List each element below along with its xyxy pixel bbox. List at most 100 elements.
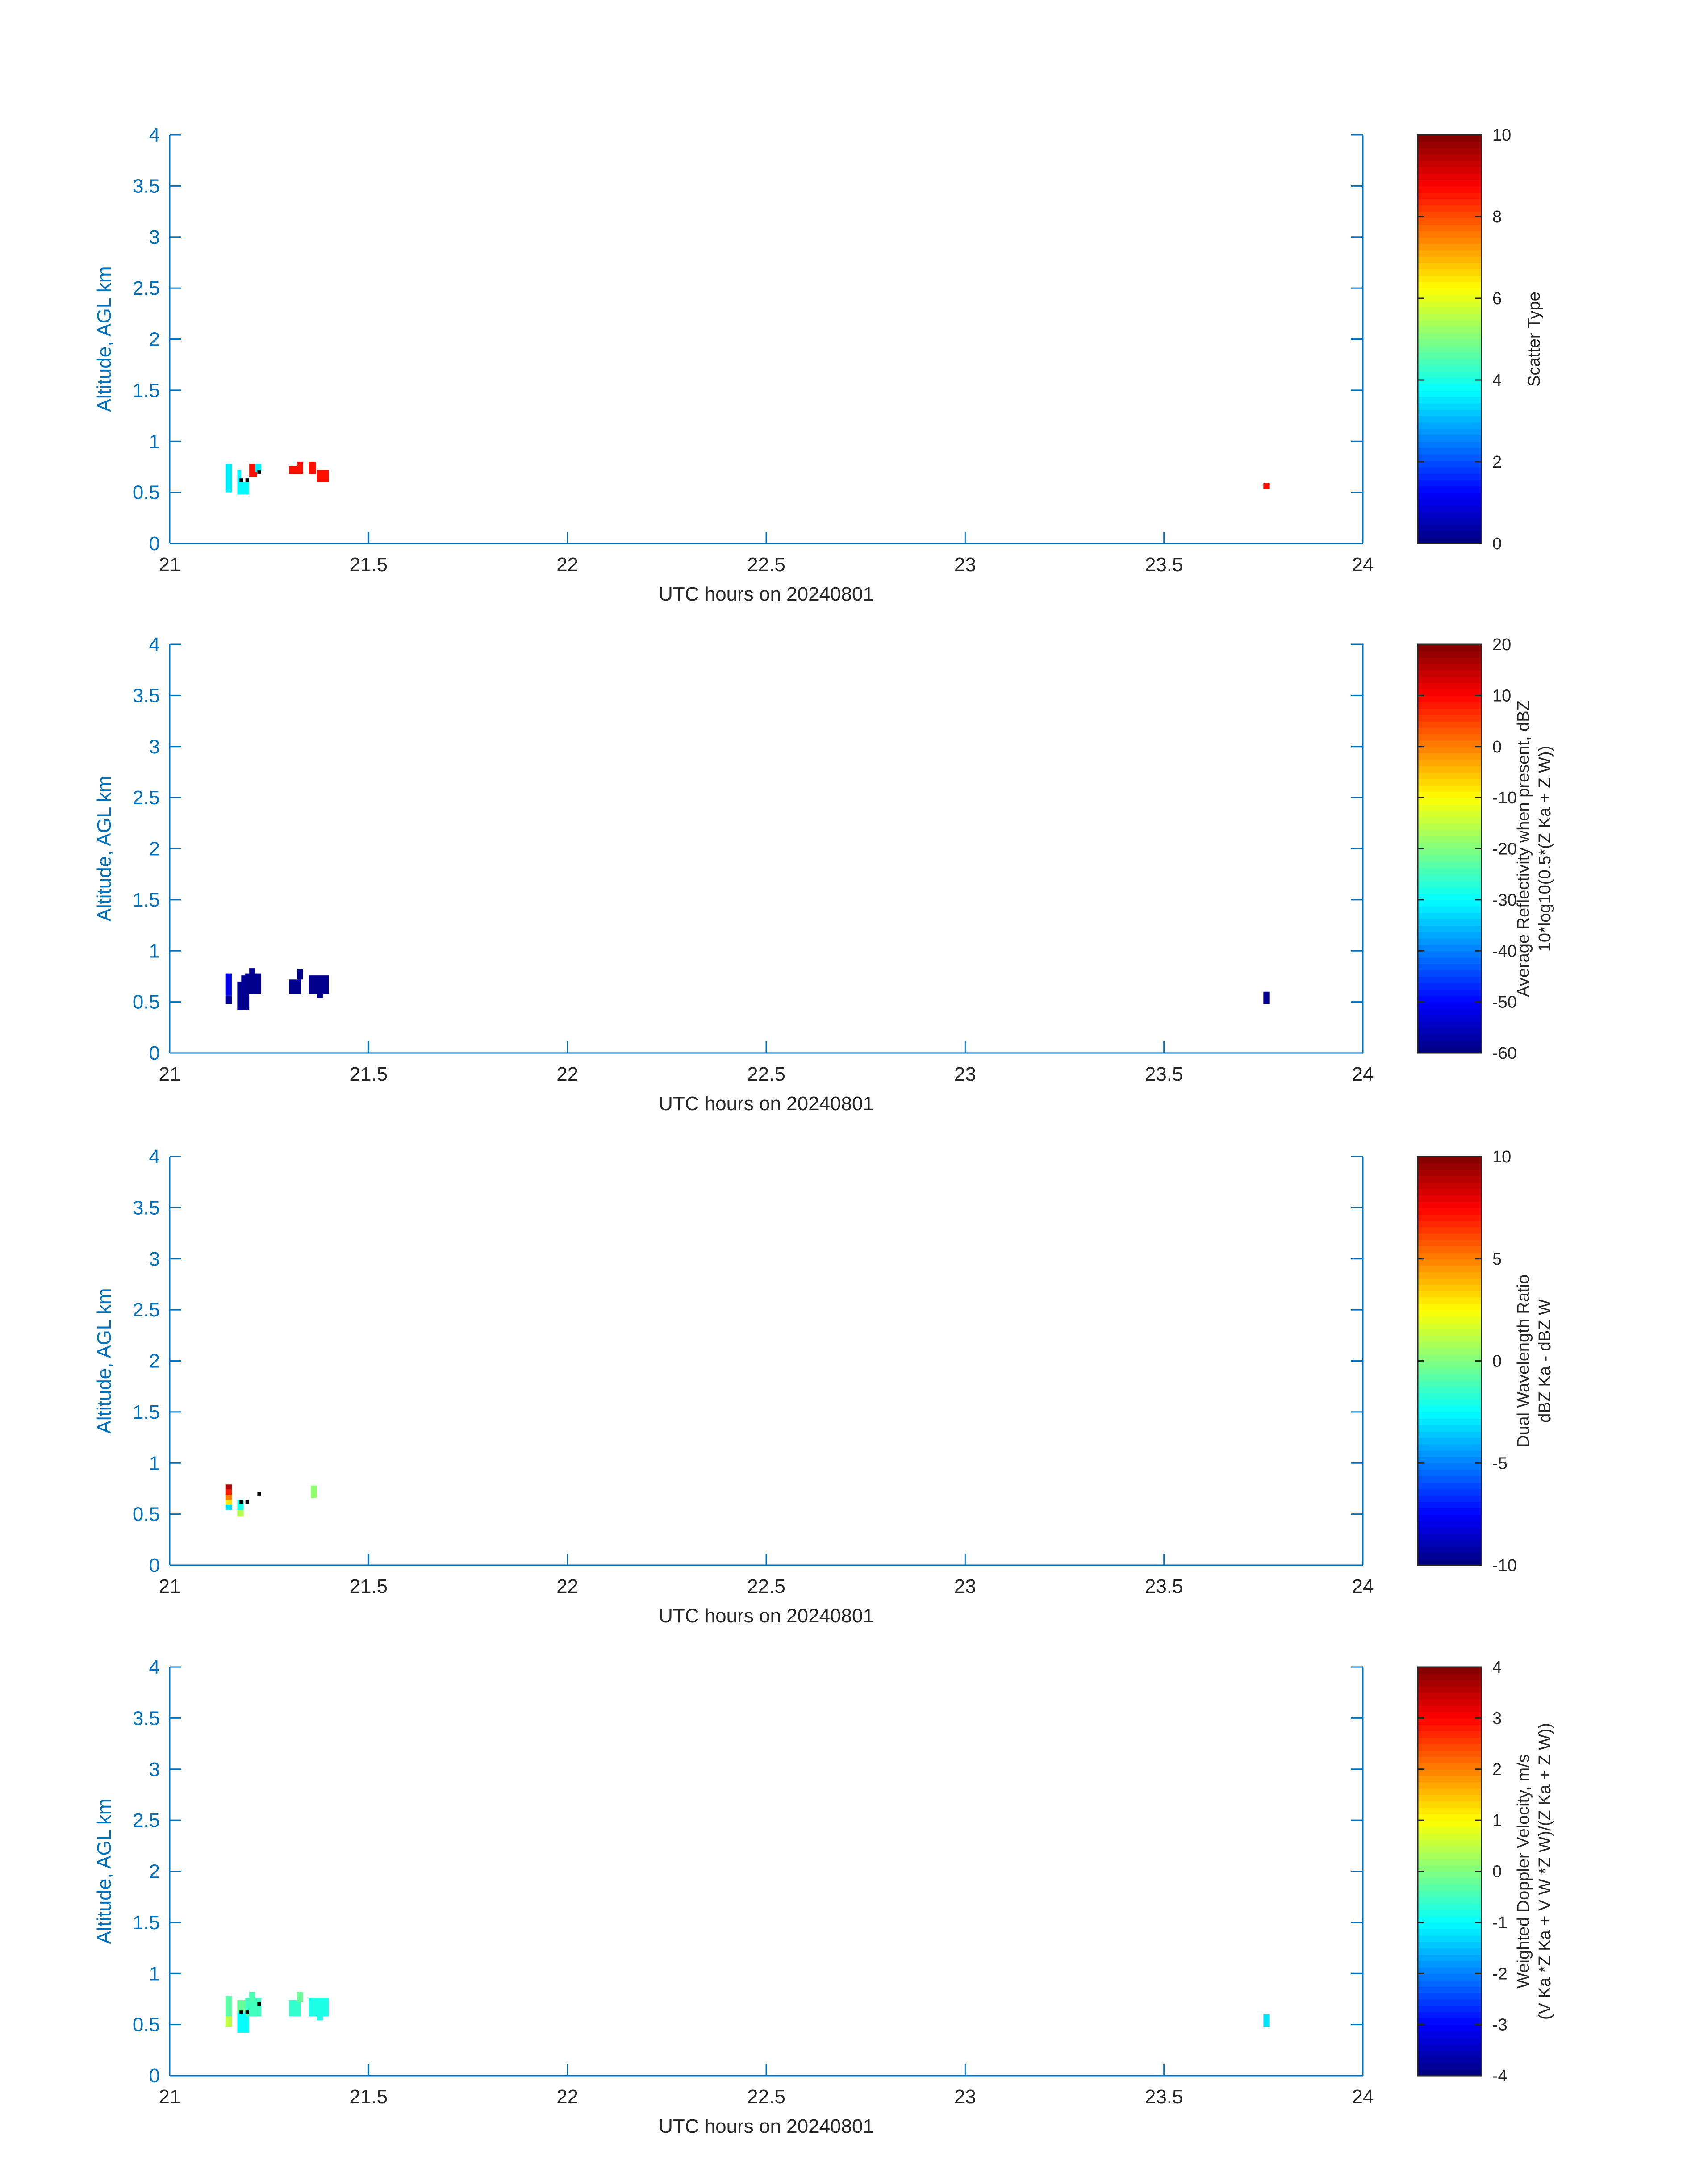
x-tick-label: 23.5 — [1145, 1063, 1183, 1085]
colorbar-segment — [1418, 804, 1482, 811]
y-tick-label: 1.5 — [133, 380, 160, 401]
colorbar-segment — [1418, 1188, 1482, 1195]
colorbar-segment — [1418, 798, 1482, 805]
y-tick-label: 0.5 — [133, 482, 160, 504]
colorbar-segment — [1418, 682, 1482, 690]
colorbar-segment — [1418, 377, 1482, 384]
colorbar-tick-label: 5 — [1492, 1250, 1502, 1269]
data-cell — [1263, 483, 1270, 489]
x-tick-label: 22.5 — [747, 1575, 785, 1597]
colorbar-segment — [1418, 1813, 1482, 1821]
colorbar-segment — [1418, 1021, 1482, 1028]
x-tick-label: 23 — [954, 1575, 976, 1597]
y-tick-label: 3.5 — [133, 1197, 160, 1219]
data-cell — [249, 1992, 255, 2002]
y-tick-label: 1.5 — [133, 889, 160, 911]
colorbar-segment — [1418, 217, 1482, 225]
colorbar-segment — [1418, 1967, 1482, 1974]
colorbar-tick-label: 10 — [1492, 1148, 1511, 1166]
colorbar-segment — [1418, 371, 1482, 378]
x-tick-label: 23 — [954, 554, 976, 576]
colorbar-segment — [1418, 288, 1482, 295]
y-tick-label: 0.5 — [133, 1504, 160, 1525]
colorbar-segment — [1418, 441, 1482, 448]
data-cell — [225, 464, 232, 493]
colorbar-segment — [1418, 1392, 1482, 1400]
colorbar-segment — [1418, 708, 1482, 715]
colorbar-segment — [1418, 759, 1482, 766]
colorbar-segment — [1418, 1871, 1482, 1878]
x-axis-label: UTC hours on 20240801 — [659, 2115, 874, 2137]
colorbar-tick-label: 0 — [1492, 1863, 1502, 1881]
colorbar-segment — [1418, 1329, 1482, 1336]
colorbar-segment — [1418, 1284, 1482, 1291]
colorbar-segment — [1418, 1246, 1482, 1253]
colorbar-tick-label: -40 — [1492, 942, 1517, 961]
colorbar-segment — [1418, 1520, 1482, 1528]
colorbar-segment — [1418, 1239, 1482, 1247]
colorbar-segment — [1418, 848, 1482, 856]
colorbar: -4 -3 -2 -1 0 1 2 3 4 Weighted Doppler Velocity, … — [1417, 1658, 1554, 2085]
colorbar-segment — [1418, 868, 1482, 875]
colorbar-segment — [1418, 352, 1482, 359]
colorbar-segment — [1418, 447, 1482, 455]
data-cell — [237, 1510, 244, 1517]
colorbar-segment — [1418, 938, 1482, 945]
colorbar-segment — [1418, 1858, 1482, 1866]
x-tick-label: 22 — [556, 1063, 578, 1085]
colorbar-segment — [1418, 428, 1482, 435]
y-tick-label: 3 — [149, 1759, 160, 1780]
colorbar-segment — [1418, 1877, 1482, 1885]
colorbar-segment — [1418, 970, 1482, 977]
colorbar-segment — [1418, 180, 1482, 187]
colorbar-segment — [1418, 734, 1482, 741]
data-marker — [239, 478, 243, 482]
colorbar-segment — [1418, 1157, 1482, 1164]
colorbar-segment — [1418, 1980, 1482, 1987]
colorbar-segment — [1418, 1027, 1482, 1035]
colorbar-segment — [1418, 1718, 1482, 1725]
x-tick-label: 21.5 — [350, 1575, 388, 1597]
y-tick-label: 3.5 — [133, 685, 160, 706]
colorbar-segment — [1418, 1916, 1482, 1923]
colorbar-segment — [1418, 1444, 1482, 1451]
data-cell — [289, 979, 301, 994]
colorbar-segment — [1418, 192, 1482, 199]
colorbar-segment — [1418, 1839, 1482, 1847]
colorbar-tick-label: 10 — [1492, 126, 1511, 145]
colorbar-segment — [1418, 1040, 1482, 1047]
data-marker — [239, 2010, 243, 2014]
colorbar-segment — [1418, 2043, 1482, 2051]
colorbar-segment — [1418, 275, 1482, 282]
colorbar-tick-label: 0 — [1492, 535, 1502, 553]
colorbar-segment — [1418, 1705, 1482, 1713]
colorbar-segment — [1418, 1456, 1482, 1464]
colorbar-segment — [1418, 995, 1482, 1003]
colorbar-segment — [1418, 1463, 1482, 1470]
colorbar-segment — [1418, 1903, 1482, 1910]
colorbar-segment — [1418, 702, 1482, 709]
colorbar-segment — [1418, 307, 1482, 314]
colorbar-segment — [1418, 135, 1482, 142]
colorbar-segment — [1418, 416, 1482, 423]
colorbar-segment — [1418, 1865, 1482, 1872]
colorbar-segment — [1418, 715, 1482, 722]
y-tick-label: 0 — [149, 1554, 160, 1576]
y-tick-label: 2 — [149, 1350, 160, 1372]
y-tick-label: 2.5 — [133, 1299, 160, 1321]
colorbar-tick-label: 8 — [1492, 208, 1502, 226]
colorbar-label: 10*log10(0.5*(Z Ka + Z W)) — [1536, 746, 1554, 952]
colorbar-segment — [1418, 1794, 1482, 1802]
colorbar-tick-label: 2 — [1492, 453, 1502, 472]
data-cell — [237, 2000, 246, 2013]
colorbar-segment — [1418, 2031, 1482, 2038]
colorbar-segment — [1418, 1208, 1482, 1215]
colorbar-segment — [1418, 1335, 1482, 1342]
x-axis-label: UTC hours on 20240801 — [659, 1093, 874, 1115]
x-tick-label: 22 — [556, 2086, 578, 2108]
data-cell — [317, 2015, 323, 2021]
colorbar-segment — [1418, 1354, 1482, 1362]
colorbar-segment — [1418, 1008, 1482, 1015]
colorbar-segment — [1418, 313, 1482, 321]
